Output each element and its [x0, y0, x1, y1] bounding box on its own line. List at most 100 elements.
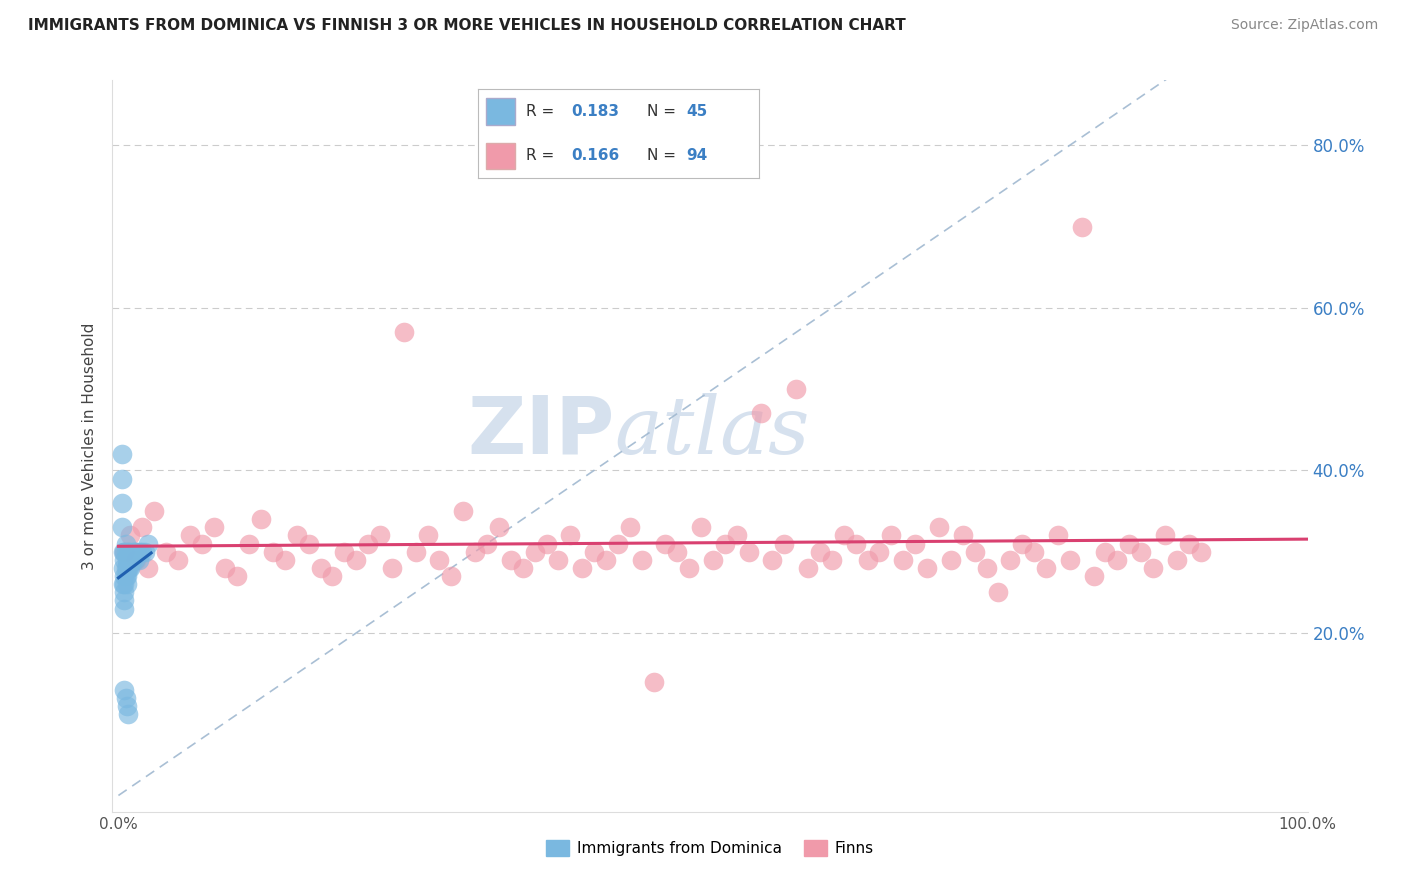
Point: [190, 536, 212, 550]
Point: [939, 553, 962, 567]
Text: ZIP: ZIP: [467, 392, 614, 470]
Point: [117, 561, 139, 575]
Point: [112, 544, 135, 558]
Point: [115, 553, 138, 567]
Point: [1070, 219, 1092, 234]
Point: [1154, 528, 1177, 542]
Point: [1059, 553, 1081, 567]
Point: [274, 553, 297, 567]
Point: [136, 561, 159, 575]
Point: [630, 553, 652, 567]
Point: [666, 544, 689, 558]
Point: [797, 561, 820, 575]
Point: [112, 577, 135, 591]
Point: [117, 544, 139, 558]
Point: [488, 520, 510, 534]
Point: [111, 447, 134, 461]
Point: [952, 528, 974, 542]
Point: [499, 553, 522, 567]
Bar: [486, 98, 515, 125]
Point: [523, 544, 546, 558]
Point: [112, 569, 135, 583]
Point: [357, 536, 380, 550]
Point: [1046, 528, 1069, 542]
Point: [1000, 553, 1022, 567]
Point: [117, 707, 139, 722]
Point: [392, 325, 415, 339]
Point: [725, 528, 748, 542]
Point: [124, 553, 146, 567]
Point: [121, 553, 143, 567]
Point: [120, 553, 142, 567]
Point: [821, 553, 844, 567]
Point: [112, 593, 135, 607]
Point: [238, 536, 260, 550]
Point: [333, 544, 356, 558]
Point: [111, 520, 134, 534]
Point: [714, 536, 737, 550]
Point: [1118, 536, 1140, 550]
Point: [112, 553, 135, 567]
Point: [122, 544, 145, 558]
Point: [167, 553, 190, 567]
Point: [416, 528, 439, 542]
Text: 94: 94: [686, 148, 707, 162]
Point: [690, 520, 713, 534]
Point: [125, 553, 148, 567]
Point: [405, 544, 427, 558]
Point: [131, 544, 153, 558]
Text: 0.166: 0.166: [571, 148, 619, 162]
Point: [202, 520, 225, 534]
Text: 45: 45: [686, 104, 707, 119]
Point: [1011, 536, 1033, 550]
Text: IMMIGRANTS FROM DOMINICA VS FINNISH 3 OR MORE VEHICLES IN HOUSEHOLD CORRELATION : IMMIGRANTS FROM DOMINICA VS FINNISH 3 OR…: [28, 18, 905, 33]
Point: [904, 536, 927, 550]
Point: [464, 544, 486, 558]
Point: [115, 577, 138, 591]
Point: [963, 544, 986, 558]
Point: [832, 528, 855, 542]
Point: [512, 561, 534, 575]
Point: [112, 601, 135, 615]
Point: [880, 528, 903, 542]
Point: [214, 561, 236, 575]
Point: [845, 536, 868, 550]
Point: [118, 561, 141, 575]
Point: [654, 536, 676, 550]
Point: [381, 561, 404, 575]
Point: [114, 569, 136, 583]
Point: [179, 528, 201, 542]
Point: [440, 569, 463, 583]
Y-axis label: 3 or more Vehicles in Household: 3 or more Vehicles in Household: [82, 322, 97, 570]
Point: [583, 544, 606, 558]
Point: [112, 682, 135, 697]
Point: [761, 553, 783, 567]
Point: [117, 553, 139, 567]
Point: [115, 699, 138, 714]
Point: [619, 520, 641, 534]
Text: N =: N =: [647, 104, 681, 119]
Text: R =: R =: [526, 104, 560, 119]
Point: [368, 528, 391, 542]
Point: [114, 690, 136, 705]
Point: [1166, 553, 1188, 567]
Bar: [486, 143, 515, 169]
Point: [115, 569, 138, 583]
Point: [112, 544, 135, 558]
Point: [114, 536, 136, 550]
Point: [309, 561, 332, 575]
Point: [702, 553, 724, 567]
Point: [475, 536, 498, 550]
Point: [112, 544, 135, 558]
Point: [112, 561, 135, 575]
Point: [118, 544, 141, 558]
Point: [1177, 536, 1199, 550]
Point: [121, 553, 143, 567]
Point: [987, 585, 1010, 599]
Point: [250, 512, 273, 526]
Point: [136, 536, 159, 550]
Legend: Immigrants from Dominica, Finns: Immigrants from Dominica, Finns: [540, 834, 880, 863]
Point: [547, 553, 569, 567]
Point: [120, 528, 142, 542]
Point: [643, 674, 665, 689]
